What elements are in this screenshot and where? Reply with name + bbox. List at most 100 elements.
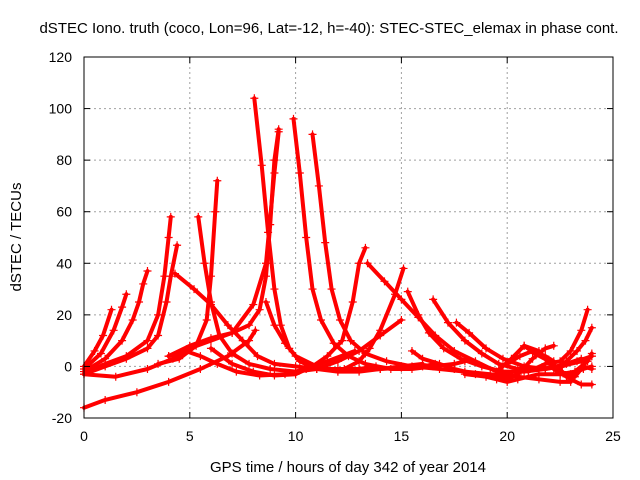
data-point	[261, 272, 270, 281]
y-tick-label: 120	[49, 49, 73, 65]
series-2	[80, 127, 283, 381]
x-tick-label: 10	[288, 428, 304, 444]
data-point	[361, 359, 370, 368]
y-tick-label: 80	[56, 152, 72, 168]
series-line	[526, 307, 590, 374]
data-point	[190, 285, 199, 294]
data-point	[355, 259, 364, 268]
data-point	[573, 357, 582, 366]
data-point	[302, 233, 311, 242]
data-point	[327, 285, 336, 294]
data-point	[206, 334, 215, 343]
x-tick-labels: 0 5 10 15 20 25	[80, 428, 621, 444]
data-point	[154, 310, 163, 319]
series-line	[82, 243, 180, 377]
data-point	[577, 326, 586, 335]
data-point	[556, 377, 565, 386]
series-29	[549, 362, 596, 381]
data-point	[363, 259, 372, 268]
y-tick-label: 20	[56, 307, 72, 323]
data-point	[503, 359, 512, 368]
data-point	[570, 372, 579, 381]
data-point	[456, 354, 465, 363]
data-point	[118, 303, 127, 312]
data-point	[135, 297, 144, 306]
data-point	[329, 339, 338, 348]
data-point	[477, 349, 486, 358]
data-point	[132, 388, 141, 397]
data-point	[494, 359, 503, 368]
axis-ticks	[83, 56, 614, 419]
data-point	[109, 326, 118, 335]
data-point	[450, 365, 459, 374]
data-point	[206, 297, 215, 306]
data-point	[376, 326, 385, 335]
data-point	[365, 344, 374, 353]
data-point	[587, 380, 596, 389]
data-point	[460, 370, 469, 379]
data-point	[213, 176, 222, 185]
data-point	[524, 367, 533, 376]
data-point	[143, 344, 152, 353]
data-point	[403, 287, 412, 296]
data-point	[270, 359, 279, 368]
data-point	[407, 346, 416, 355]
series-line	[82, 307, 114, 369]
series-8	[84, 212, 175, 376]
data-point	[118, 336, 127, 345]
data-point	[551, 365, 560, 374]
data-point	[581, 336, 590, 345]
data-point	[270, 321, 279, 330]
data-point	[587, 365, 596, 374]
data-point	[162, 297, 171, 306]
data-point	[541, 344, 550, 353]
data-point	[340, 365, 349, 374]
data-point	[429, 295, 438, 304]
data-point	[185, 341, 194, 350]
data-point	[250, 94, 259, 103]
data-point	[245, 321, 254, 330]
data-point	[228, 349, 237, 358]
data-point	[270, 285, 279, 294]
data-point	[257, 161, 266, 170]
data-point	[323, 352, 332, 361]
data-point	[338, 336, 347, 345]
data-point	[166, 212, 175, 221]
data-point	[194, 212, 203, 221]
data-point	[295, 169, 304, 178]
y-tick-label: 100	[49, 101, 73, 117]
data-point	[482, 372, 491, 381]
data-point	[249, 300, 258, 309]
x-tick-label: 0	[80, 428, 88, 444]
data-point	[355, 367, 364, 376]
data-point	[348, 297, 357, 306]
data-point	[196, 352, 205, 361]
data-point	[397, 295, 406, 304]
y-tick-label: -20	[52, 410, 72, 426]
data-point	[477, 362, 486, 371]
data-point	[314, 181, 323, 190]
data-point	[361, 243, 370, 252]
series-15	[206, 243, 370, 380]
y-tick-label: 0	[64, 358, 72, 374]
data-point	[344, 352, 353, 361]
data-point	[206, 344, 215, 353]
data-point	[346, 336, 355, 345]
data-point	[418, 354, 427, 363]
data-point	[160, 272, 169, 281]
data-point	[200, 259, 209, 268]
data-point	[164, 233, 173, 242]
data-point	[515, 352, 524, 361]
series-28	[524, 305, 592, 376]
y-tick-label: 40	[56, 255, 72, 271]
data-point	[111, 372, 120, 381]
data-point	[333, 367, 342, 376]
data-point	[291, 352, 300, 361]
data-point	[232, 367, 241, 376]
data-point	[380, 277, 389, 286]
data-point	[261, 297, 270, 306]
data-point	[96, 349, 105, 358]
data-point	[154, 331, 163, 340]
data-point	[164, 352, 173, 361]
data-point	[562, 357, 571, 366]
